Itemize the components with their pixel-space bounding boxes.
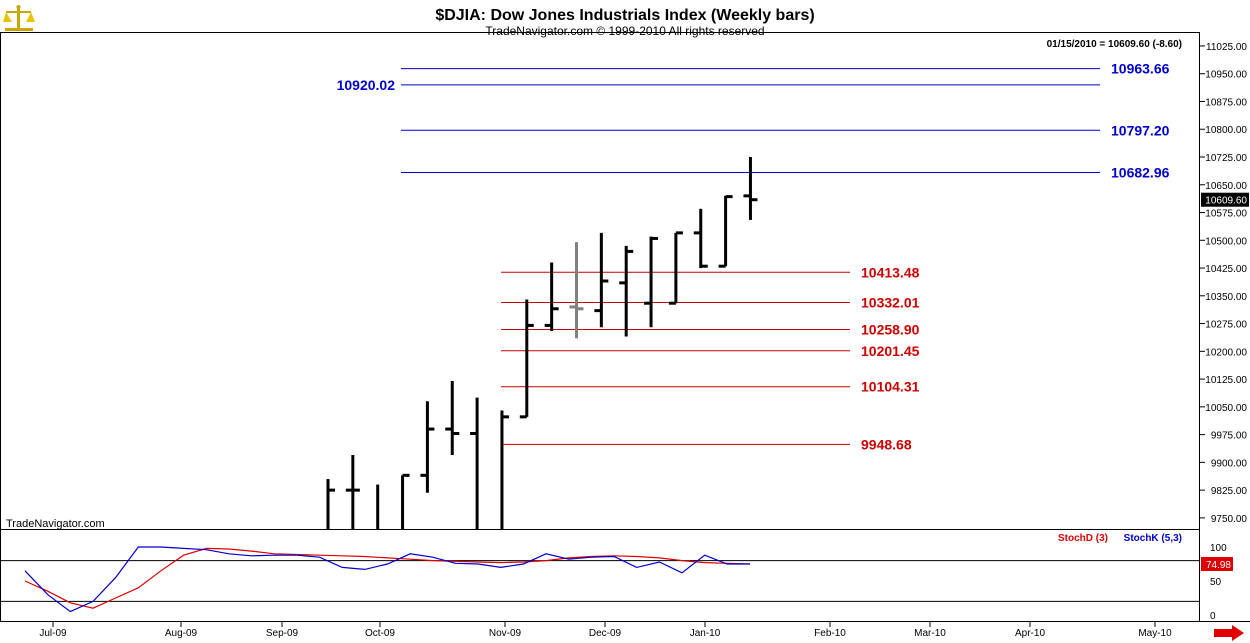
stoch-axis-tick-label: 100: [1210, 543, 1227, 554]
scroll-right-arrow-icon[interactable]: [1214, 625, 1244, 641]
time-axis-tick-label: Jan-10: [690, 628, 721, 639]
time-axis-tick-label: Sep-09: [266, 628, 299, 639]
price-axis-tick-label: 9750.00: [1211, 514, 1248, 525]
level-label: 10201.45: [861, 343, 920, 359]
level-label: 10963.66: [1111, 61, 1170, 77]
scales-logo-icon[interactable]: [3, 5, 35, 31]
price-axis-tick-label: 10650.00: [1205, 181, 1247, 192]
time-axis-tick-label: Jul-09: [39, 628, 67, 639]
price-axis-tick-label: 10875.00: [1205, 97, 1247, 108]
last-bar-info: 01/15/2010 = 10609.60 (-8.60): [1047, 39, 1182, 50]
stoch-value-label: 74.98: [1206, 560, 1231, 571]
time-axis-tick-label: Aug-09: [165, 628, 198, 639]
stoch-axis-tick-label: 0: [1210, 611, 1216, 622]
stoch-axis-tick-label: 50: [1210, 577, 1222, 588]
price-axis-tick-label: 9900.00: [1211, 458, 1248, 469]
price-axis-tick-label: 9825.00: [1211, 486, 1248, 497]
price-axis-tick-label: 10200.00: [1205, 347, 1247, 358]
price-axis-tick-label: 10500.00: [1205, 236, 1247, 247]
price-axis-tick-label: 10125.00: [1205, 375, 1247, 386]
level-label: 10332.01: [861, 294, 920, 310]
price-axis-tick-label: 10275.00: [1205, 320, 1247, 331]
price-axis-tick-label: 10725.00: [1205, 153, 1247, 164]
chart-title: $DJIA: Dow Jones Industrials Index (Week…: [435, 7, 814, 24]
time-axis-tick-label: Oct-09: [365, 628, 395, 639]
price-axis-tick-label: 10800.00: [1205, 125, 1247, 136]
legend-stochd: StochD (3): [1058, 533, 1108, 544]
level-label: 10104.31: [861, 379, 920, 395]
level-label: 10258.90: [861, 322, 920, 338]
time-axis-tick-label: Nov-09: [489, 628, 522, 639]
price-axis-tick-label: 9975.00: [1211, 431, 1248, 442]
level-label: 10413.48: [861, 264, 920, 280]
stoch-value-tag: [1201, 557, 1233, 572]
stochk-line: [24, 546, 750, 613]
time-axis-tick-label: Feb-10: [814, 628, 846, 639]
level-label: 10797.20: [1111, 122, 1170, 138]
copyright-line: TradeNavigator.com © 1999-2010 All right…: [485, 24, 764, 38]
price-axis-tick-label: 10050.00: [1205, 403, 1247, 414]
time-axis-tick-label: Dec-09: [589, 628, 622, 639]
time-axis-tick-label: Apr-10: [1015, 628, 1045, 639]
last-price-label: 10609.60: [1205, 196, 1247, 207]
price-axis-tick-label: 10425.00: [1205, 264, 1247, 275]
last-price-tag: [1201, 192, 1249, 207]
watermark-label: TradeNavigator.com: [6, 518, 105, 530]
price-axis-tick-label: 11025.00: [1206, 42, 1247, 53]
price-axis-tick-label: 10950.00: [1205, 70, 1247, 81]
price-axis-tick-label: 10350.00: [1205, 292, 1247, 303]
legend-stochk: StochK (5,3): [1124, 533, 1182, 544]
time-axis-tick-label: Mar-10: [914, 628, 946, 639]
time-axis-tick-label: May-10: [1138, 628, 1172, 639]
level-label: 10920.02: [337, 77, 396, 93]
level-label: 9948.68: [861, 436, 912, 452]
level-label: 10682.96: [1111, 165, 1170, 181]
price-axis-tick-label: 10575.00: [1205, 209, 1247, 220]
stochd-line: [24, 547, 751, 609]
